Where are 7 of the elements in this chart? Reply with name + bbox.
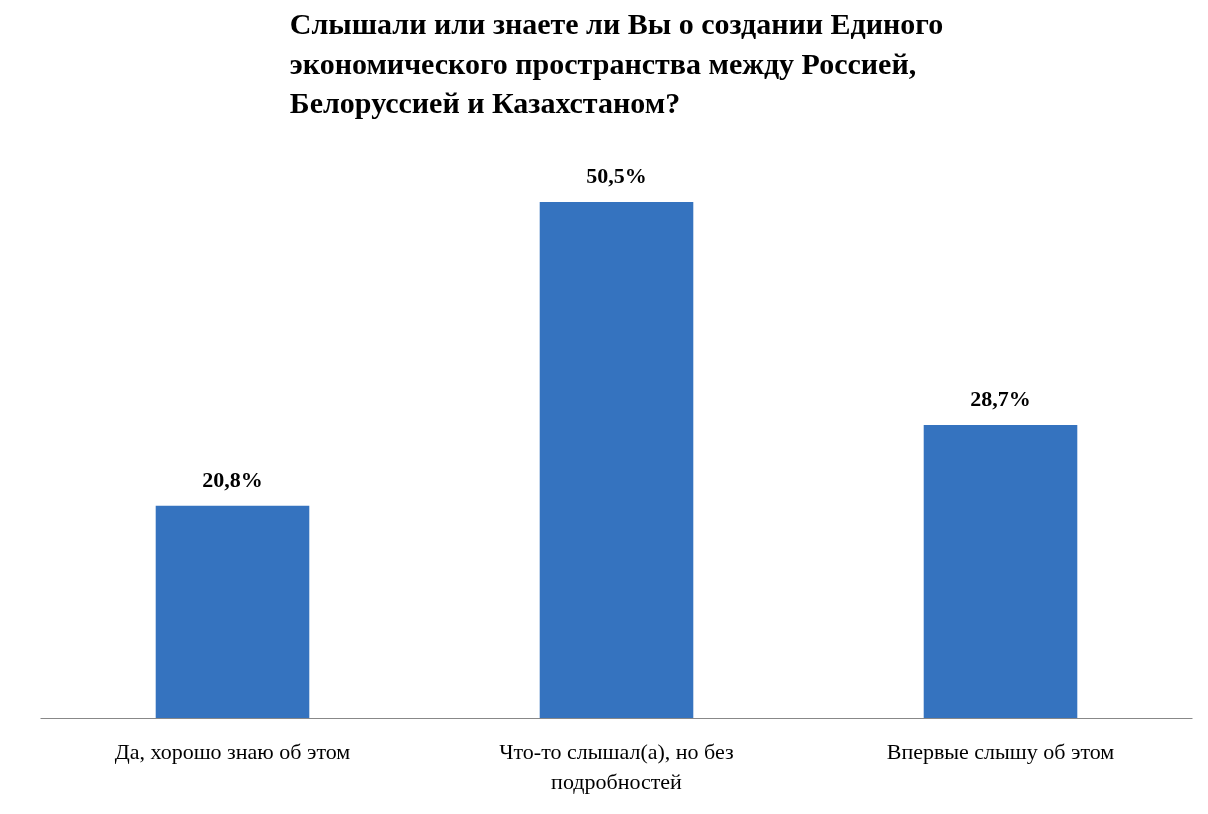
data-label: 50,5% (586, 162, 647, 188)
x-tick-label: Что-то слышал(а), но без подробностей (499, 738, 734, 794)
x-tick-label: Да, хорошо знаю об этом (114, 738, 351, 764)
chart-title: Слышали или знаете ли Вы о создании Единого экономического пространства между Россией, Белоруссией и Казахстаном? (289, 7, 944, 120)
x-tick-label: Впервые слышу об этом (886, 738, 1115, 764)
data-label: 28,7% (970, 385, 1031, 411)
data-label: 20,8% (202, 466, 263, 492)
